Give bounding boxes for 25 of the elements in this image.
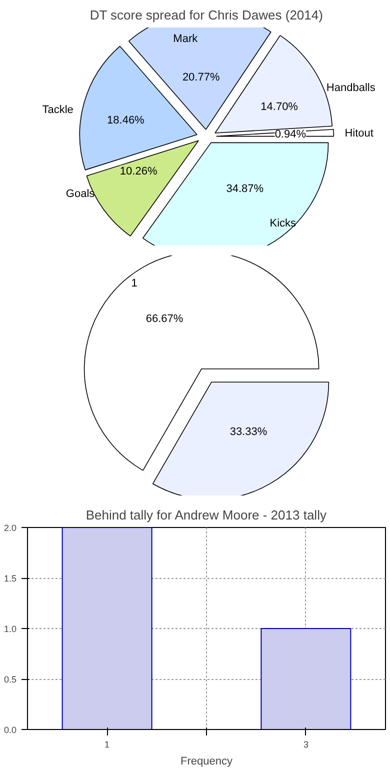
y-tick-label: 1.0 (4, 624, 17, 634)
slice-label: Tackle (42, 104, 74, 116)
slice-label: Handballs (326, 82, 376, 94)
x-tick-label: 3 (303, 740, 308, 750)
data-label: 18.46% (107, 114, 145, 126)
y-tick-label: 0.0 (4, 725, 17, 735)
data-label: 66.67% (146, 312, 184, 325)
slice-label: Goals (66, 188, 96, 200)
chart-title: Behind tally for Andrew Moore - 2013 tally (86, 508, 327, 522)
data-label: 33.33% (230, 426, 268, 438)
data-label: 34.87% (226, 183, 264, 196)
data-label: 10.26% (120, 165, 158, 178)
y-tick-label: 1.5 (4, 574, 17, 584)
data-label: 14.70% (260, 100, 298, 113)
chart-title: DT score spread for Chris Dawes (2014) (90, 8, 323, 22)
data-label: 0.94% (274, 128, 306, 141)
y-tick-label: 2.0 (4, 523, 17, 533)
y-tick-label: 0.5 (4, 674, 17, 684)
slice-label: Mark (173, 33, 198, 46)
data-label: 20.77% (182, 71, 220, 84)
slice-label: 1 (131, 277, 138, 290)
slice-label: Kicks (270, 217, 297, 230)
x-axis-title: Frequency (180, 756, 233, 768)
slice-label: Hitout (344, 128, 374, 140)
legend-label: 1 (104, 740, 110, 750)
